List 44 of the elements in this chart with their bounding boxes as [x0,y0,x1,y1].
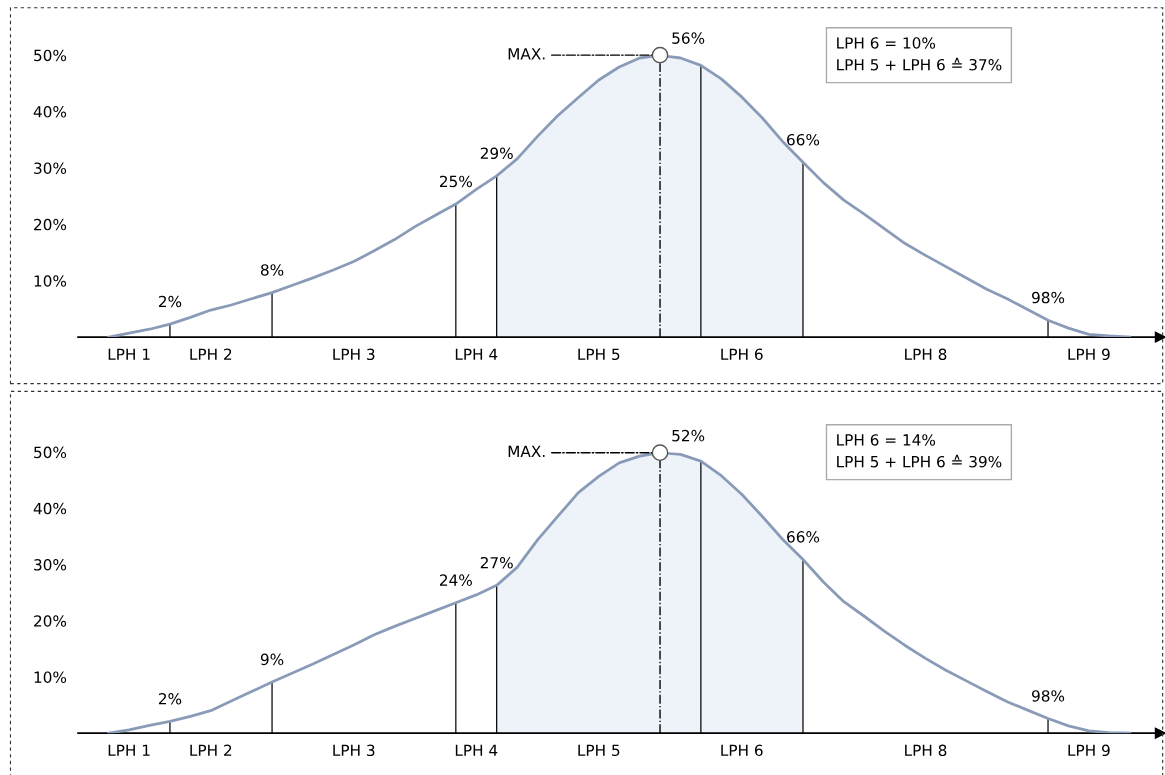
x-tick-label: LPH 1 [108,348,150,360]
y-tick-label: 20% [34,615,67,627]
x-tick-label: LPH 5 [578,348,620,361]
annotation: 66% [787,531,820,543]
y-tick-label: 30% [34,162,67,174]
annotation: 2% [158,295,182,308]
y-tick-label: 20% [34,218,67,231]
x-tick-label: LPH 2 [190,744,232,756]
x-tick-label: LPH 9 [1068,348,1110,361]
y-tick-label: 10% [34,275,67,287]
annotation: 25% [439,175,472,188]
annotation: 24% [439,574,472,586]
x-tick-label: LPH 2 [190,348,232,360]
x-tick-label: LPH 8 [905,348,947,361]
annotation: LPH 6 = 10% LPH 5 + LPH 6 ≙ 37% [837,37,1002,71]
x-tick-label: LPH 1 [108,744,150,756]
text: 56% [672,32,705,44]
y-tick-label: 40% [33,502,67,515]
x-tick-label: LPH 3 [333,348,375,361]
x-tick-label: LPH 6 [721,348,763,361]
x-tick-label: LPH 3 [333,744,375,757]
y-tick-label: 50% [34,446,67,459]
annotation: 29% [480,147,513,159]
x-tick-label: LPH 6 [721,744,763,757]
annotation: 66% [787,133,820,146]
annotation: MAX. [508,48,545,60]
y-tick-label: 10% [34,671,67,683]
x-tick-label: LPH 4 [455,744,498,756]
x-tick-label: LPH 9 [1068,744,1110,757]
annotation: MAX. [508,445,545,457]
y-tick-label: 50% [34,49,67,62]
y-tick-label: 40% [33,106,67,118]
x-tick-label: LPH 5 [578,744,620,757]
text: 52% [672,429,705,442]
annotation: 98% [1032,291,1065,304]
annotation: 2% [158,692,182,705]
annotation: LPH 6 = 14% LPH 5 + LPH 6 ≙ 39% [837,434,1002,468]
annotation: 9% [260,653,284,666]
y-tick-label: 30% [34,559,67,571]
x-tick-label: LPH 8 [905,744,947,757]
annotation: 8% [260,264,284,276]
x-tick-label: LPH 4 [455,348,498,360]
annotation: 27% [480,556,513,569]
annotation: 98% [1032,690,1065,702]
